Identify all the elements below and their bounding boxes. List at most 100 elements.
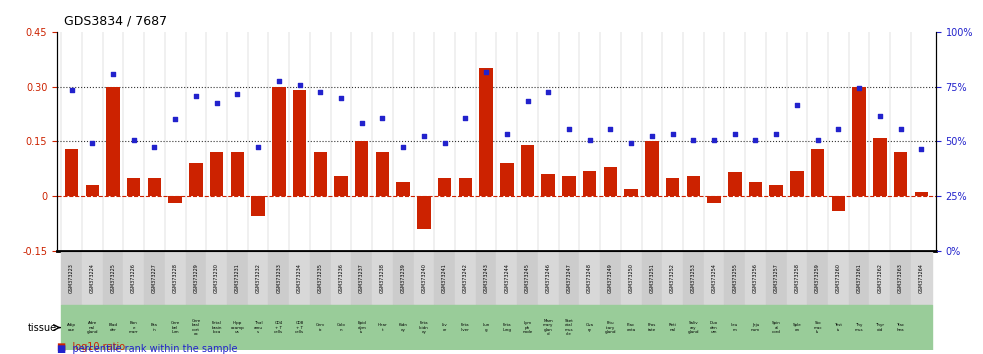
Bar <box>165 305 186 350</box>
Text: GSM373258: GSM373258 <box>794 263 799 293</box>
Bar <box>832 196 845 211</box>
Bar <box>351 251 372 305</box>
Text: GSM373242: GSM373242 <box>463 263 468 293</box>
Text: GSM373223: GSM373223 <box>69 263 74 293</box>
Text: Cere
bel
lum: Cere bel lum <box>170 321 180 334</box>
Point <box>913 146 929 152</box>
Bar <box>289 251 310 305</box>
Bar <box>480 68 492 196</box>
Bar <box>61 305 82 350</box>
Bar <box>663 305 683 350</box>
Point <box>726 131 742 137</box>
Bar <box>724 305 745 350</box>
Bar <box>558 305 579 350</box>
Text: GSM373263: GSM373263 <box>898 263 903 293</box>
Bar <box>621 251 642 305</box>
Text: ■  log10 ratio: ■ log10 ratio <box>57 342 125 352</box>
Bar <box>894 152 907 196</box>
Bar <box>330 251 351 305</box>
Text: Sto
mac
ls: Sto mac ls <box>813 321 822 334</box>
Bar <box>807 251 828 305</box>
Bar <box>891 305 911 350</box>
Bar <box>293 90 307 196</box>
Bar <box>334 176 348 196</box>
Text: GSM373260: GSM373260 <box>836 263 840 293</box>
Point <box>105 71 121 77</box>
Bar <box>310 305 330 350</box>
Bar <box>455 251 476 305</box>
Bar <box>579 251 600 305</box>
Bar <box>102 305 123 350</box>
Text: Duo
den
um: Duo den um <box>710 321 719 334</box>
Point <box>748 137 764 142</box>
Point <box>893 126 908 131</box>
Bar <box>206 305 227 350</box>
Bar <box>231 152 244 196</box>
Text: Saliv
ary
gland: Saliv ary gland <box>687 321 699 334</box>
Bar <box>828 251 848 305</box>
Bar <box>127 178 141 196</box>
Text: Bon
e
marr: Bon e marr <box>129 321 139 334</box>
Point <box>167 117 183 122</box>
Bar <box>102 251 123 305</box>
Bar <box>82 251 102 305</box>
Bar <box>496 251 517 305</box>
Text: GSM373224: GSM373224 <box>89 263 94 293</box>
Text: Test
is: Test is <box>835 324 842 332</box>
Bar <box>828 305 848 350</box>
Text: GSM373249: GSM373249 <box>607 263 613 293</box>
Text: Ova
ry: Ova ry <box>586 324 594 332</box>
Point <box>208 100 224 106</box>
Text: Thyr
oid: Thyr oid <box>875 324 885 332</box>
Text: CD8
+ T
cells: CD8 + T cells <box>295 321 304 334</box>
Point <box>685 137 701 142</box>
Bar <box>604 167 617 196</box>
Text: GSM373248: GSM373248 <box>587 263 592 293</box>
Text: Ileu
m: Ileu m <box>731 324 738 332</box>
Bar <box>268 305 289 350</box>
Text: Pitu
itary
gland: Pitu itary gland <box>605 321 616 334</box>
Text: GSM373225: GSM373225 <box>110 263 115 293</box>
Bar <box>542 174 555 196</box>
Text: GSM373238: GSM373238 <box>379 263 385 293</box>
Point <box>872 113 888 119</box>
Bar <box>766 251 786 305</box>
Point <box>354 120 370 126</box>
Bar <box>330 305 351 350</box>
Bar <box>538 251 558 305</box>
Bar <box>123 251 145 305</box>
Text: Epid
dym
is: Epid dym is <box>357 321 366 334</box>
Text: Sket
etal
mus
cle: Sket etal mus cle <box>564 319 573 336</box>
Bar <box>786 305 807 350</box>
Text: GSM373243: GSM373243 <box>484 263 489 293</box>
Text: Feta
liver: Feta liver <box>461 324 470 332</box>
Text: GSM373229: GSM373229 <box>194 263 199 293</box>
Bar <box>248 305 268 350</box>
Bar <box>870 305 891 350</box>
Bar <box>61 251 82 305</box>
Bar <box>848 251 870 305</box>
Bar <box>227 305 248 350</box>
Text: GSM373256: GSM373256 <box>753 263 758 293</box>
Point <box>789 102 805 108</box>
Bar <box>583 171 597 196</box>
Bar <box>745 251 766 305</box>
Text: GSM373245: GSM373245 <box>525 263 530 293</box>
Text: Adre
nal
gland: Adre nal gland <box>87 321 98 334</box>
Bar <box>728 172 741 196</box>
Text: Blad
der: Blad der <box>108 324 118 332</box>
Bar <box>708 196 721 204</box>
Bar <box>414 305 434 350</box>
Bar <box>848 305 870 350</box>
Text: tissue: tissue <box>28 322 57 332</box>
Text: GSM373247: GSM373247 <box>566 263 571 293</box>
Bar <box>147 178 161 196</box>
Text: GSM373236: GSM373236 <box>338 263 343 293</box>
Point <box>623 141 639 146</box>
Text: Pros
tate: Pros tate <box>648 324 656 332</box>
Bar <box>663 251 683 305</box>
Bar <box>517 251 538 305</box>
Point <box>85 141 100 146</box>
Text: Fetal
brain
loca: Fetal brain loca <box>211 321 222 334</box>
Bar <box>437 178 451 196</box>
